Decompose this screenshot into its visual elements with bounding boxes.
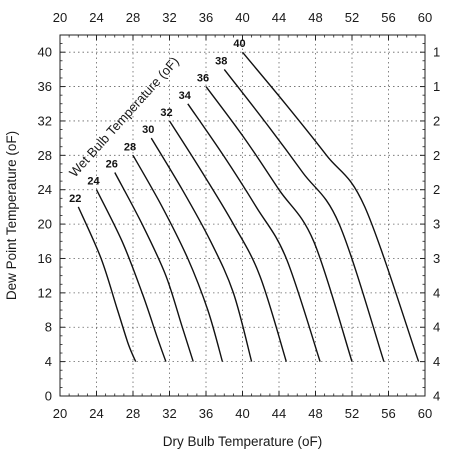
y-tick-label: 36: [38, 79, 52, 94]
wet-bulb-curve-36: [205, 86, 353, 362]
right-tick-label: 4: [433, 320, 440, 335]
y-tick-label: 0: [45, 389, 52, 404]
top-tick-label: 56: [381, 10, 395, 25]
x-tick-label: 20: [53, 406, 67, 421]
top-tick-label: 60: [418, 10, 432, 25]
right-tick-label: 2: [433, 113, 440, 128]
y-tick-label: 20: [38, 217, 52, 232]
curve-label-22: 22: [69, 193, 81, 205]
wet-bulb-curve-26: [114, 172, 194, 362]
curve-label-36: 36: [197, 73, 209, 85]
y-tick-label: 16: [38, 251, 52, 266]
top-tick-label: 20: [53, 10, 67, 25]
x-tick-label: 40: [235, 406, 249, 421]
top-tick-label: 40: [235, 10, 249, 25]
right-tick-label: 1: [433, 79, 440, 94]
y-tick-label: 40: [38, 45, 52, 60]
right-tick-label: 2: [433, 182, 440, 197]
right-tick-label: 4: [433, 389, 440, 404]
y-tick-label: 32: [38, 113, 52, 128]
top-tick-label: 32: [162, 10, 176, 25]
wet-bulb-curve-22: [77, 206, 137, 362]
y-tick-label: 28: [38, 148, 52, 163]
y-tick-label: 12: [38, 285, 52, 300]
right-tick-label: 3: [433, 217, 440, 232]
y-tick-label: 8: [45, 320, 52, 335]
top-tick-label: 28: [126, 10, 140, 25]
grid-lines: [60, 35, 425, 396]
y-tick-label: 24: [38, 182, 52, 197]
curve-label-40: 40: [233, 38, 245, 50]
x-tick-label: 60: [418, 406, 432, 421]
wet-bulb-curve-40: [241, 51, 420, 362]
wet-bulb-curve-32: [168, 120, 287, 362]
x-tick-label: 56: [381, 406, 395, 421]
right-tick-label: 4: [433, 285, 440, 300]
wet-bulb-curve-28: [132, 154, 224, 362]
top-tick-label: 36: [199, 10, 213, 25]
curve-label-30: 30: [142, 124, 154, 136]
top-tick-label: 52: [345, 10, 359, 25]
top-tick-label: 44: [272, 10, 286, 25]
wet-bulb-curves: [77, 51, 420, 362]
wet-bulb-curve-30: [150, 137, 253, 362]
x-tick-label: 32: [162, 406, 176, 421]
wet-bulb-curve-24: [95, 189, 167, 362]
wet-bulb-curve-34: [187, 103, 321, 362]
curve-labels: 22 24 26 28 30 32 34 36 38 40: [69, 38, 246, 205]
x-tick-label: 52: [345, 406, 359, 421]
curve-label-28: 28: [124, 141, 136, 153]
x-tick-label: 24: [89, 406, 103, 421]
curve-label-26: 26: [106, 159, 118, 171]
y-tick-label: 4: [45, 354, 52, 369]
right-tick-label: 2: [433, 148, 440, 163]
curve-label-24: 24: [87, 176, 100, 188]
right-tick-label: 1: [433, 45, 440, 60]
curve-label-34: 34: [179, 90, 192, 102]
x-tick-label: 44: [272, 406, 286, 421]
curve-label-38: 38: [215, 55, 227, 67]
top-tick-label: 24: [89, 10, 103, 25]
x-tick-label: 48: [308, 406, 322, 421]
x-tick-label: 28: [126, 406, 140, 421]
right-tick-label: 3: [433, 251, 440, 266]
wet-bulb-curve-38: [223, 68, 385, 362]
top-tick-label: 48: [308, 10, 322, 25]
x-tick-label: 36: [199, 406, 213, 421]
curve-label-32: 32: [160, 107, 172, 119]
x-axis-title: Dry Bulb Temperature (oF): [163, 434, 323, 449]
axis-ticks: 2020242428283232363640404444484852525656…: [38, 10, 441, 421]
y-axis-title: Dew Point Temperature (oF): [4, 131, 19, 300]
right-tick-label: 4: [433, 354, 440, 369]
